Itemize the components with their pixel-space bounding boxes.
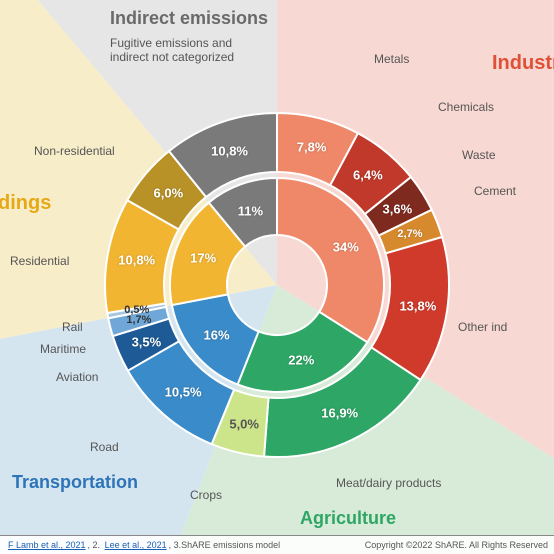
slice-label-maritime: Maritime	[40, 342, 86, 356]
footer-link-2[interactable]: Lee et al., 2021	[105, 540, 167, 550]
slice-label-chemicals: Chemicals	[438, 100, 494, 114]
slice-label-aviation: Aviation	[56, 370, 98, 384]
slice-label-cement: Cement	[474, 184, 516, 198]
inner-pct-indirect_inner: 11%	[238, 204, 263, 219]
outer-pct-meat_dairy: 16,9%	[321, 405, 358, 420]
footer-tail: , 3.ShARE emissions model	[169, 540, 281, 550]
slice-label-other_ind: Other ind	[458, 320, 507, 334]
outer-pct-waste: 3,6%	[382, 201, 412, 216]
outer-pct-cement: 2,7%	[397, 228, 422, 240]
outer-pct-road: 10,5%	[165, 385, 202, 400]
inner-pct-buildings_inner: 17%	[190, 251, 216, 266]
title-indirect: Indirect emissions	[110, 8, 268, 29]
title-buildings: dings	[0, 192, 51, 215]
inner-pct-industry_inner: 34%	[333, 240, 359, 255]
slice-label-residential: Residential	[10, 254, 69, 268]
title-agriculture: Agriculture	[300, 508, 396, 529]
outer-pct-crops: 5,0%	[229, 416, 259, 431]
inner-pct-transport_inner: 16%	[203, 328, 229, 343]
inner-pct-agriculture_inner: 22%	[288, 352, 314, 367]
footer-sep: , 2.	[88, 540, 103, 550]
outer-pct-residential: 10,8%	[118, 253, 155, 268]
donut-chart	[0, 0, 554, 554]
slice-label-metals: Metals	[374, 52, 409, 66]
chart-canvas: Indirect emissions Industry Agriculture …	[0, 0, 554, 554]
slice-label-waste: Waste	[462, 148, 496, 162]
outer-pct-aviation: 3,5%	[132, 335, 162, 350]
slice-label-road: Road	[90, 440, 119, 454]
title-transportation: Transportation	[12, 472, 138, 493]
slice-label-crops: Crops	[190, 488, 222, 502]
slice-label-rail: Rail	[62, 320, 83, 334]
footer-sources: F Lamb et al., 2021, 2. Lee et al., 2021…	[6, 540, 280, 550]
title-industry: Industry	[492, 52, 554, 75]
outer-pct-fugitive: 10,8%	[211, 143, 248, 158]
footer-bar: F Lamb et al., 2021, 2. Lee et al., 2021…	[0, 535, 554, 554]
footer-copyright: Copyright ©2022 ShARE. All Rights Reserv…	[365, 540, 548, 550]
outer-pct-chemicals: 6,4%	[353, 168, 383, 183]
slice-label-fugitive: Fugitive emissions andindirect not categ…	[110, 36, 280, 65]
slice-label-meat_dairy: Meat/dairy products	[336, 476, 441, 490]
outer-pct-rail: 0,5%	[124, 304, 149, 316]
footer-link-1[interactable]: F Lamb et al., 2021	[8, 540, 86, 550]
slice-label-nonres: Non-residential	[34, 144, 115, 158]
outer-pct-nonres: 6,0%	[154, 185, 184, 200]
outer-pct-metals: 7,8%	[297, 139, 327, 154]
outer-pct-other_ind: 13,8%	[399, 299, 436, 314]
